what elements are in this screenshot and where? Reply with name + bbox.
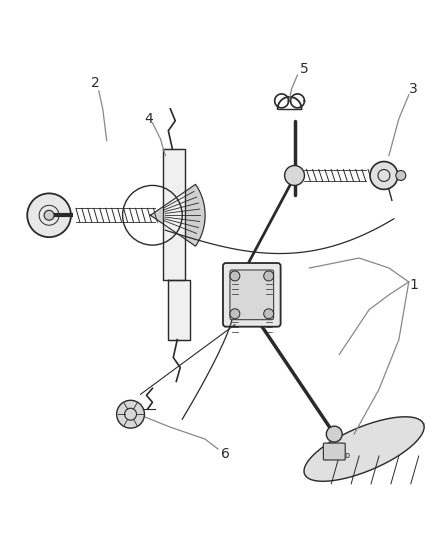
Text: o: o	[345, 450, 350, 459]
Circle shape	[230, 309, 240, 319]
Text: 1: 1	[410, 278, 418, 292]
Text: 2: 2	[92, 76, 100, 90]
Circle shape	[370, 161, 398, 189]
Circle shape	[44, 211, 54, 220]
Circle shape	[264, 309, 274, 319]
FancyBboxPatch shape	[223, 263, 281, 327]
Circle shape	[117, 400, 145, 428]
Polygon shape	[163, 149, 185, 280]
Text: 6: 6	[220, 447, 230, 461]
Polygon shape	[150, 184, 205, 246]
Text: 3: 3	[410, 82, 418, 96]
Circle shape	[326, 426, 342, 442]
Text: 5: 5	[300, 62, 309, 76]
Polygon shape	[168, 280, 190, 340]
FancyBboxPatch shape	[323, 443, 345, 460]
Text: 4: 4	[144, 112, 153, 126]
Polygon shape	[304, 417, 424, 481]
Circle shape	[396, 171, 406, 181]
Circle shape	[27, 193, 71, 237]
Circle shape	[285, 166, 304, 185]
FancyBboxPatch shape	[230, 270, 274, 320]
Circle shape	[264, 271, 274, 281]
Circle shape	[230, 271, 240, 281]
